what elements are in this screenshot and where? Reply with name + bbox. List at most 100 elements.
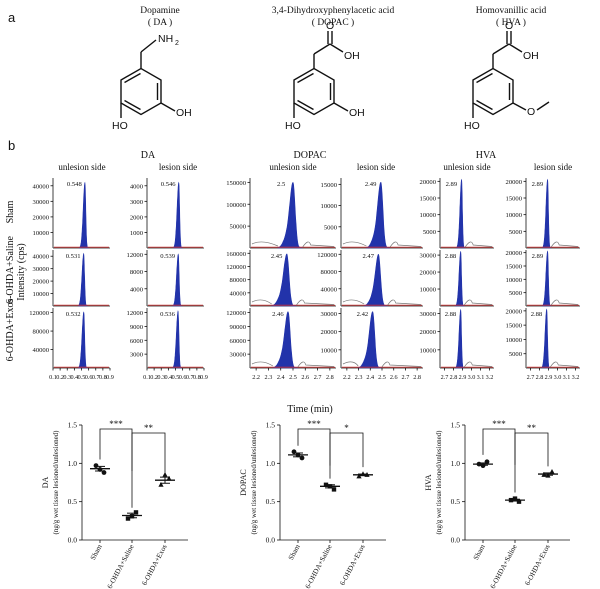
- compound-dopac: 3,4-Dihydroxyphenylacetic acid ( DOPAC )…: [272, 6, 395, 132]
- side-label-unlesion: unlesion side: [269, 162, 316, 172]
- y-tick-label: 20000: [420, 270, 437, 277]
- chromatogram-hva-unlesion: 5000 10000 15000 20000 2.89: [420, 178, 494, 249]
- x-tick-label: 0.8: [99, 374, 107, 381]
- y-tick-label: 120000: [226, 310, 246, 317]
- group-label: NH: [158, 33, 173, 45]
- group-label: 2: [175, 40, 179, 47]
- y-tick-label: 40000: [33, 347, 50, 354]
- data-point: [508, 497, 514, 503]
- data-point: [323, 482, 329, 487]
- data-point: [166, 475, 172, 481]
- chromatogram-peak: [541, 308, 551, 369]
- peak-retention-label: 0.539: [160, 253, 176, 260]
- y-tick-label: 9000: [130, 324, 144, 331]
- chromatogram-da-unlesion: 10000 20000 30000 40000 0.531: [33, 250, 110, 307]
- chromatogram-tail: [387, 299, 422, 306]
- chromatogram-hva-unlesion: 10000 20000 30000 2.88: [420, 250, 494, 307]
- y-tick-label: 160000: [226, 251, 246, 258]
- structure-dopamine: NH 2 HO OH: [112, 33, 192, 132]
- x-tick-label: 2.6: [301, 374, 309, 381]
- y-tick-label: 1.0: [451, 459, 461, 468]
- y-tick-label: 2000: [130, 214, 144, 221]
- significance-bracket: [297, 428, 331, 479]
- data-point: [360, 471, 366, 477]
- chromatogram-tail: [251, 299, 272, 305]
- data-point: [162, 472, 168, 477]
- y-tick-label: 5000: [509, 229, 523, 236]
- data-point: [133, 510, 139, 515]
- peak-retention-label: 2.5: [277, 181, 286, 188]
- x-tick-label: 3.1: [563, 374, 571, 381]
- peak-retention-label: 2.47: [362, 253, 374, 260]
- compound-abbr: ( DA ): [148, 17, 172, 28]
- y-tick-label: 40000: [230, 290, 247, 297]
- chromatogram-tail: [251, 361, 274, 367]
- chromatogram-peak: [77, 311, 88, 369]
- y-axis-label: DOPAC: [239, 469, 248, 495]
- x-tick-label: 3.0: [468, 374, 476, 381]
- chromatogram-tail: [550, 241, 579, 248]
- chromatogram-dopac-unlesion: 50000 100000 150000 2.5: [226, 178, 336, 249]
- data-point: [356, 473, 362, 479]
- y-tick-label: 1000: [130, 230, 144, 237]
- group-label: OH: [349, 107, 365, 119]
- y-tick-label: 20000: [321, 329, 338, 336]
- y-tick-label: 10000: [506, 277, 523, 284]
- structure-dopac: O OH HO OH: [285, 20, 365, 132]
- chromatogram-peak: [357, 311, 382, 369]
- x-tick-label: 6-OHDA+Saline: [304, 543, 334, 589]
- chromatogram-peak: [77, 252, 88, 307]
- group-label: OH: [523, 50, 539, 62]
- y-tick-label: 10000: [321, 203, 338, 210]
- chromatogram-tail: [550, 361, 579, 368]
- y-tick-label: 30000: [420, 253, 437, 260]
- data-point: [295, 452, 301, 458]
- chromatogram-tail: [297, 361, 335, 368]
- x-tick-label: 2.3: [265, 374, 273, 381]
- compound-name: 3,4-Dihydroxyphenylacetic acid: [272, 6, 395, 16]
- x-tick-label: 2.9: [545, 374, 553, 381]
- y-tick-label: 15000: [506, 264, 523, 271]
- x-tick-label: Sham: [89, 543, 104, 562]
- x-tick-label: 2.8: [536, 374, 544, 381]
- row-label-exos: 6-OHDA+Exos: [5, 298, 16, 361]
- x-tick-label: 0.9: [200, 374, 208, 381]
- y-tick-label: 10000: [420, 287, 437, 294]
- scatter-hva: 0.0 0.5 1.0 1.5 HVA (ng/g wet tissue lesioned…: [424, 419, 570, 589]
- compound-name: Homovanillic acid: [476, 6, 547, 16]
- x-tick-label: 0.1: [49, 374, 57, 381]
- y-tick-label: 60000: [230, 338, 247, 345]
- chromatogram-tail: [381, 361, 422, 368]
- panel-a-label: a: [8, 10, 16, 25]
- y-tick-label: 100000: [226, 202, 246, 209]
- chromatogram-tail: [302, 241, 335, 248]
- y-tick-label: 4000: [130, 183, 144, 190]
- x-tick-label: 0.1: [143, 374, 151, 381]
- y-axis-label: (ng/g wet tissue lesioned/unlesioned): [435, 430, 443, 535]
- y-tick-label: 1.5: [451, 421, 461, 430]
- group-label: O: [505, 20, 513, 32]
- peak-retention-label: 2.49: [365, 181, 377, 188]
- y-tick-label: 3000: [130, 199, 144, 206]
- chromatogram-tail: [342, 299, 365, 305]
- row-label-saline: 6-OHDA+Saline: [5, 236, 16, 304]
- x-tick-label: 0.4: [71, 374, 79, 381]
- side-label-unlesion: unlesion side: [443, 162, 490, 172]
- group-label: O: [527, 106, 535, 118]
- data-point: [364, 472, 370, 477]
- y-tick-label: 30000: [33, 266, 50, 273]
- chromatogram-tail: [342, 361, 359, 367]
- chromatogram-dopac-unlesion: 40000 80000 120000 160000 2.45: [226, 250, 336, 307]
- y-tick-label: 20000: [33, 279, 50, 286]
- x-tick-label: 0.8: [193, 374, 201, 381]
- y-tick-label: 4000: [130, 286, 144, 293]
- x-tick-label: 2.7: [402, 374, 410, 381]
- chromatogram-da-unlesion: 10000 20000 30000 40000 0.548: [33, 178, 110, 249]
- significance-label: **: [144, 423, 154, 433]
- x-tick-label: 0.5: [172, 374, 180, 381]
- y-tick-label: 0.0: [68, 536, 78, 545]
- y-tick-label: 10000: [33, 291, 50, 298]
- scatter-plots: 0.00.51.01.5DA (ng/g wet tissue lesioned/…: [41, 419, 570, 589]
